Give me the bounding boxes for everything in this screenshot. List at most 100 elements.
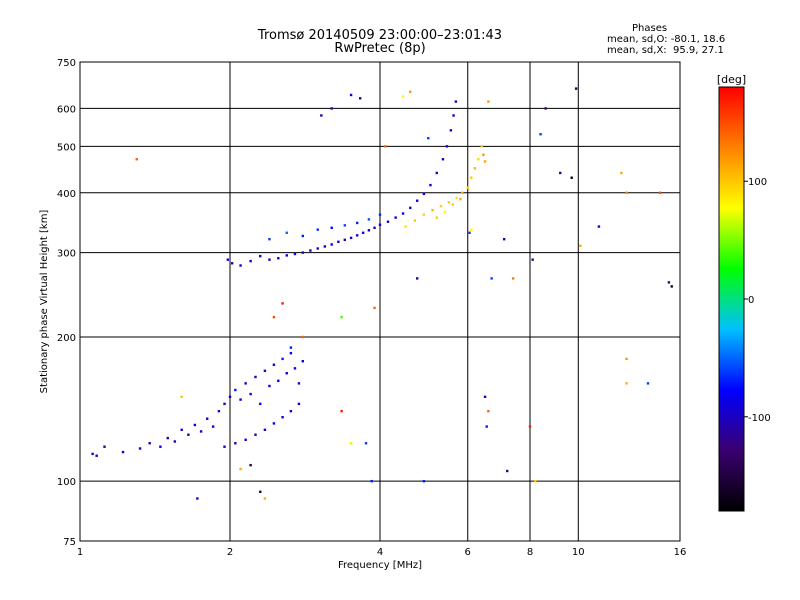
data-point <box>415 277 419 280</box>
data-point <box>355 221 359 225</box>
data-point <box>367 229 371 232</box>
data-point <box>166 436 169 440</box>
data-point <box>349 236 353 240</box>
data-point <box>254 433 257 436</box>
colorbar-ticks: 100 0 -100 <box>744 177 771 424</box>
data-point <box>277 379 280 382</box>
data-point <box>259 402 262 406</box>
data-point <box>268 237 271 241</box>
data-point <box>234 442 237 445</box>
data-point <box>205 417 209 420</box>
data-point <box>482 153 485 157</box>
plot-frame <box>79 61 681 542</box>
data-point <box>199 430 203 433</box>
data-point <box>272 422 276 425</box>
data-point <box>330 243 333 246</box>
data-point <box>511 277 515 280</box>
data-point <box>272 363 276 366</box>
chart-subtitle: RwPretec (8p) <box>334 41 426 56</box>
data-point <box>477 158 480 161</box>
data-point <box>263 497 267 500</box>
data-point <box>487 409 490 413</box>
data-point <box>211 425 215 428</box>
x-tick-label: 10 <box>572 547 585 558</box>
data-point <box>135 158 138 161</box>
phase-legend-x: mean, sd,X: 95.9, 27.1 <box>607 45 724 56</box>
phase-legend-o: mean, sd,O: -80.1, 18.6 <box>607 34 726 45</box>
data-point <box>289 409 293 413</box>
data-point <box>487 100 490 103</box>
data-point <box>159 445 162 448</box>
data-point <box>441 158 445 161</box>
x-tick-label: 4 <box>377 547 383 558</box>
data-point <box>470 176 473 179</box>
y-tick-label: 750 <box>57 58 76 69</box>
data-point <box>95 454 98 457</box>
data-point <box>223 445 226 448</box>
data-point <box>180 395 183 399</box>
data-point <box>378 213 382 216</box>
data-point <box>349 442 353 445</box>
data-point <box>244 438 247 441</box>
y-tick-label: 400 <box>57 189 76 200</box>
data-point <box>466 186 469 189</box>
data-point <box>293 367 297 370</box>
data-point <box>422 192 426 196</box>
data-point <box>309 249 312 252</box>
data-point <box>355 234 359 237</box>
data-point <box>473 167 477 170</box>
data-point <box>337 240 340 244</box>
data-point <box>422 213 426 216</box>
data-point <box>268 384 271 388</box>
data-point <box>404 225 407 228</box>
data-point <box>103 445 106 448</box>
data-point <box>667 281 671 284</box>
x-tick-label: 16 <box>674 547 687 558</box>
data-point <box>413 219 417 222</box>
data-point <box>394 216 397 219</box>
data-point <box>459 197 462 201</box>
data-point <box>297 382 301 385</box>
data-point <box>544 107 547 110</box>
data-point <box>579 244 582 247</box>
data-point <box>187 433 190 436</box>
colorbar-tick-label: 0 <box>748 295 754 306</box>
data-point <box>461 191 464 194</box>
data-point <box>193 423 197 427</box>
data-points <box>91 87 673 500</box>
x-tick-label: 1 <box>77 547 83 558</box>
colorbar-tick-label: -100 <box>748 413 771 424</box>
data-point <box>272 315 276 319</box>
data-point <box>373 306 376 310</box>
data-point <box>451 203 455 206</box>
y-axis-label: Stationary phase Virtual Height [km] <box>39 210 50 394</box>
data-point <box>373 226 376 230</box>
phase-legend-header: Phases <box>632 23 668 34</box>
data-point <box>239 264 242 267</box>
y-tick-label: 600 <box>57 104 76 115</box>
x-tick-label: 2 <box>227 547 233 558</box>
colorbar-label: [deg] <box>717 73 746 86</box>
data-point <box>370 479 373 483</box>
data-point <box>358 97 362 100</box>
data-point <box>228 395 232 399</box>
data-point <box>289 346 293 349</box>
data-point <box>268 258 271 261</box>
data-point <box>454 100 458 103</box>
data-point <box>449 129 453 132</box>
data-point <box>528 425 532 428</box>
data-point <box>625 191 628 194</box>
data-point <box>534 479 537 483</box>
data-point <box>223 402 226 406</box>
data-point <box>226 258 230 261</box>
data-point <box>281 357 284 361</box>
data-point <box>409 206 412 210</box>
data-point <box>470 228 473 231</box>
y-tick-label: 500 <box>57 142 76 153</box>
data-point <box>148 442 151 445</box>
y-tick-label: 200 <box>57 333 76 344</box>
grid-lines <box>80 62 680 541</box>
data-point <box>452 114 455 117</box>
data-point <box>409 90 412 93</box>
data-point <box>435 216 438 219</box>
